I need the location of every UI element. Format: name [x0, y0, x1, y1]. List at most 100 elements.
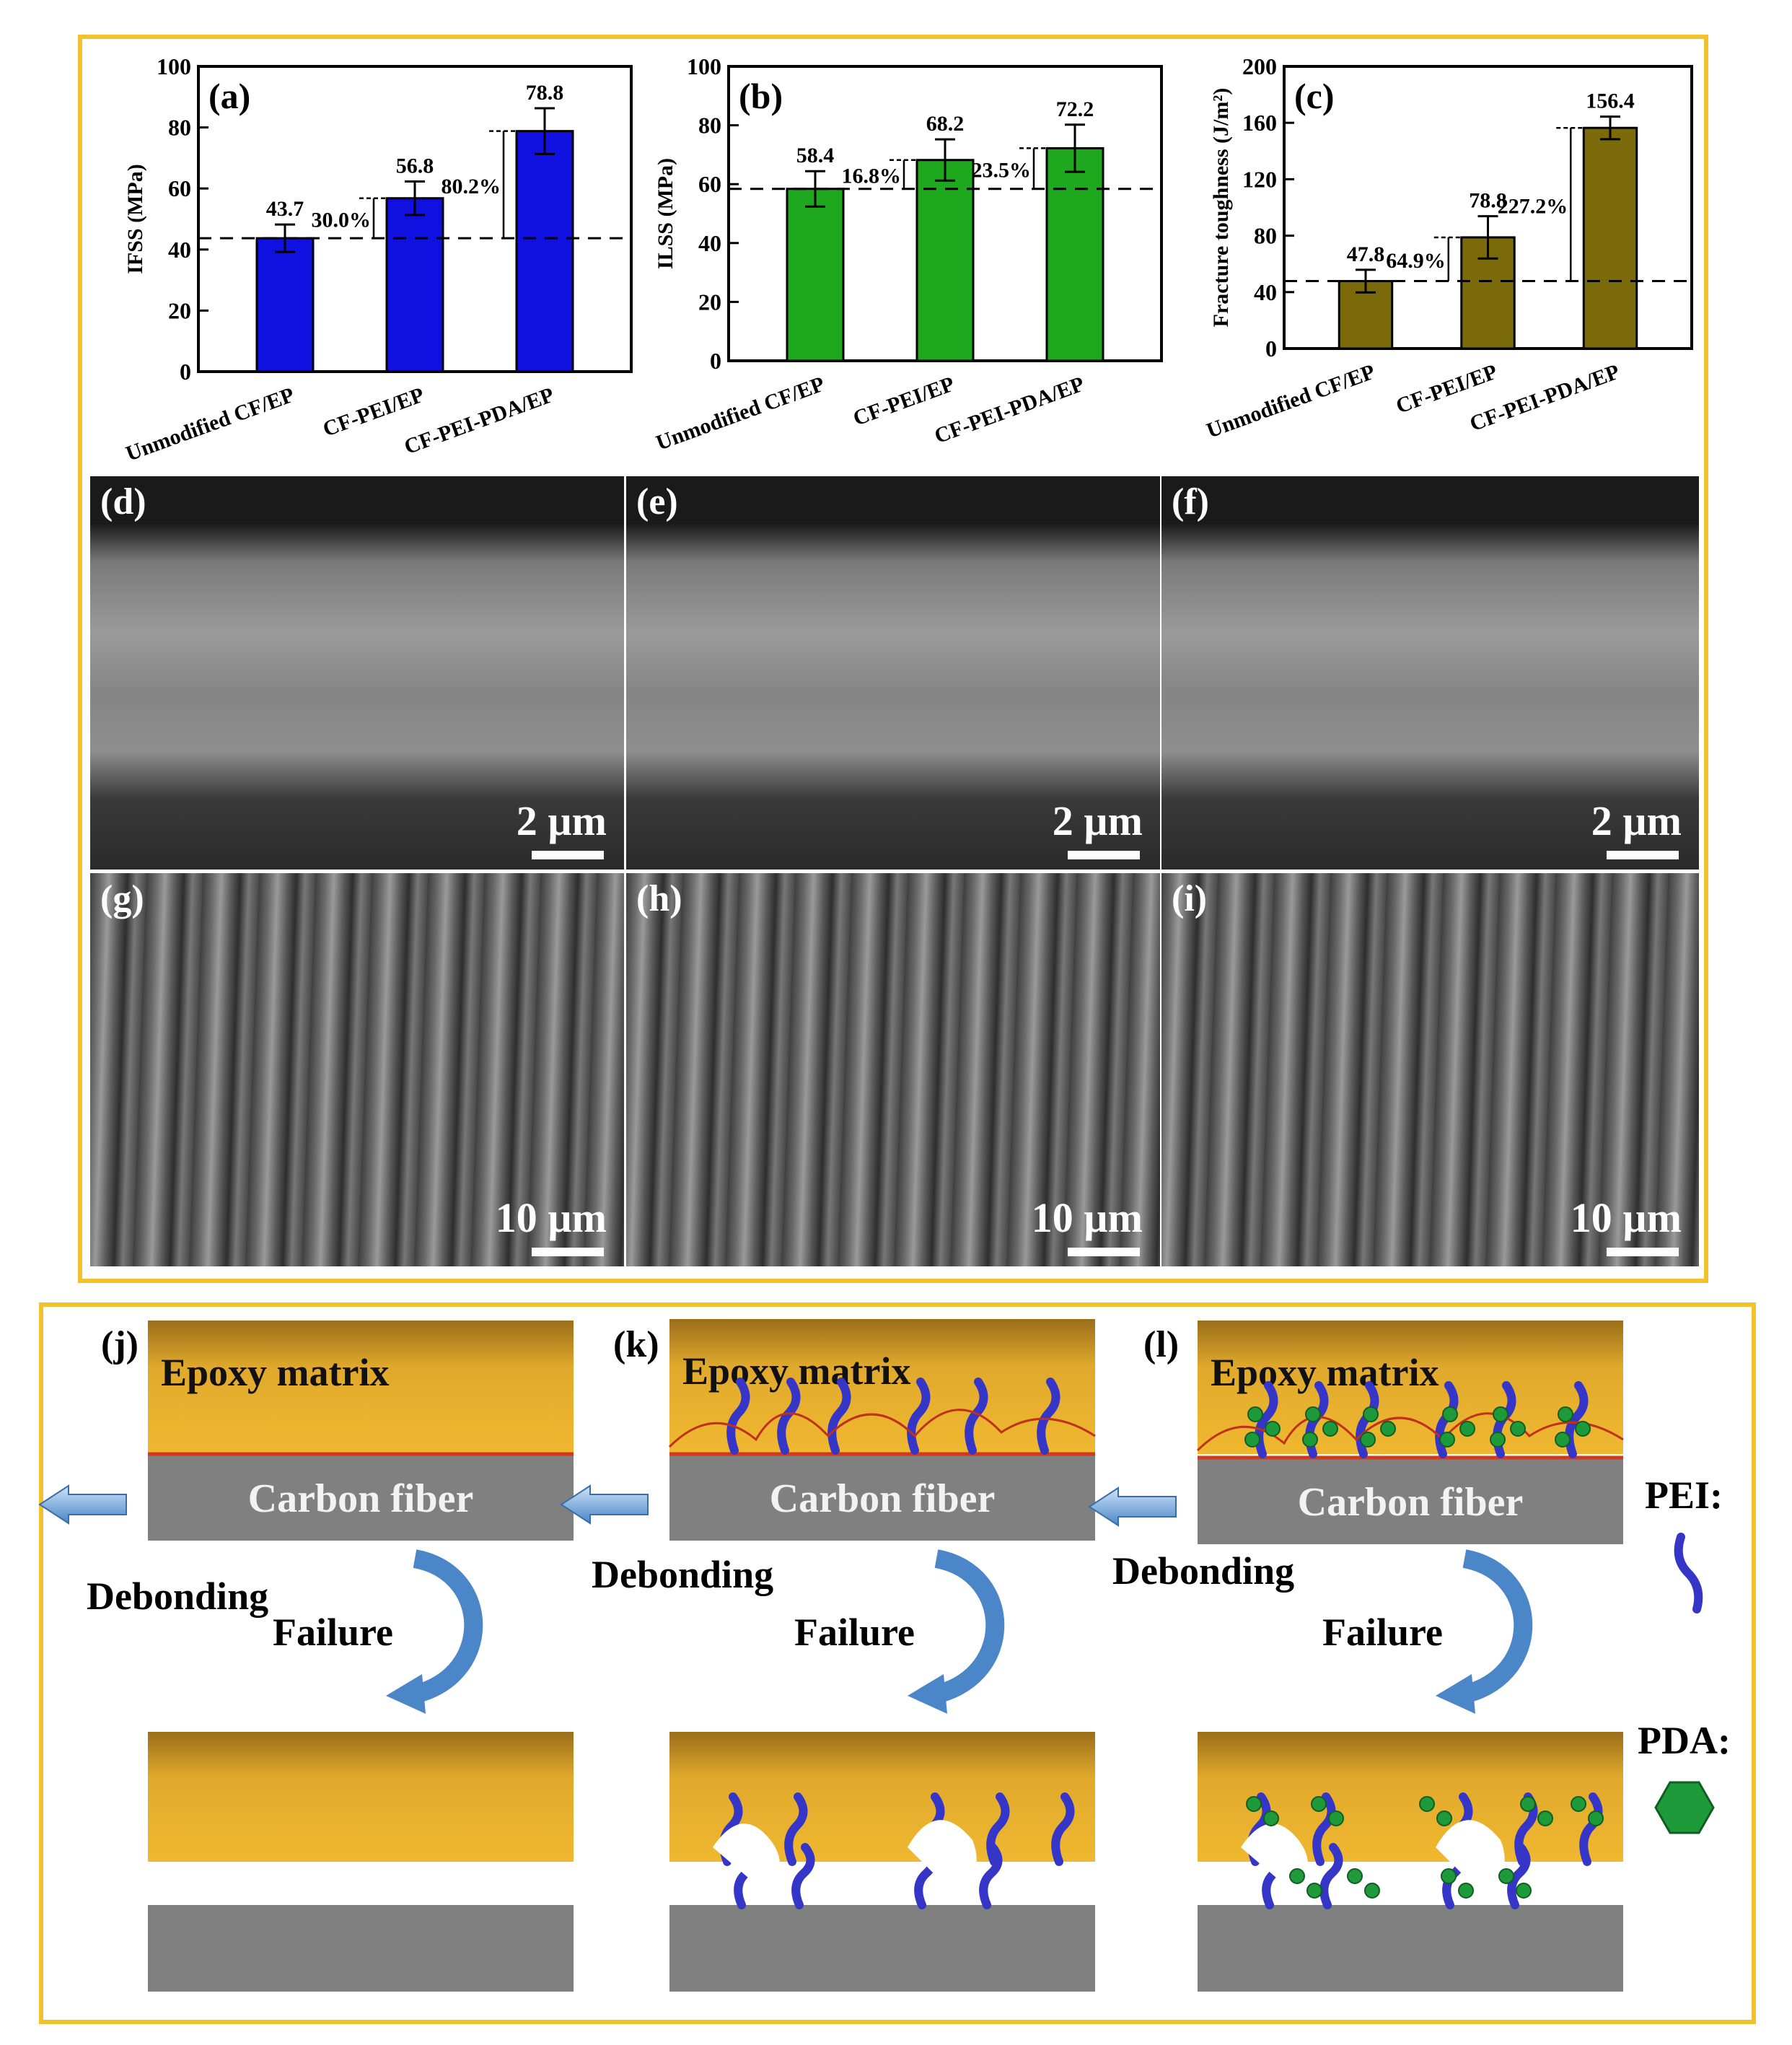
debonding-label: Debonding	[592, 1553, 773, 1596]
y-tick-label: 160	[1242, 110, 1277, 136]
pei-chain	[1051, 1792, 1075, 1866]
y-tick-label: 120	[1242, 166, 1277, 192]
schematic-legend: PEI: PDA:	[1638, 1473, 1731, 1834]
increase-label: 30.0%	[312, 208, 372, 232]
sem-panel-label: (i)	[1172, 878, 1208, 919]
pda-particle	[1363, 1406, 1379, 1422]
pda-particle	[1263, 1810, 1279, 1826]
panel-label: (k)	[613, 1324, 659, 1365]
pei-chain	[726, 1378, 750, 1455]
debonding-label: Debonding	[87, 1575, 268, 1618]
bar	[385, 197, 444, 373]
failure-arrow-head	[908, 1674, 947, 1714]
scale-bar-label: 2 µm	[1052, 797, 1143, 844]
pda-particle	[1520, 1796, 1536, 1812]
y-tick-label: 60	[698, 171, 721, 197]
bar	[1045, 146, 1104, 362]
sem-panel-h: (h) 10 µm	[626, 873, 1160, 1266]
legend-pda-icon	[1654, 1781, 1715, 1834]
pda-particle	[1311, 1796, 1327, 1812]
sem-panel-label: (f)	[1172, 481, 1209, 522]
pda-particle	[1555, 1432, 1571, 1448]
increase-label: 80.2%	[442, 175, 501, 198]
scale-bar-label: 2 µm	[1591, 797, 1682, 844]
bar-value-label: 58.4	[796, 144, 835, 167]
scale-bar	[1068, 1248, 1140, 1256]
y-tick-label: 80	[698, 113, 721, 139]
pei-chain	[827, 1378, 851, 1455]
bar-value-label: 43.7	[266, 197, 304, 221]
pda-particle	[1459, 1421, 1475, 1437]
y-tick-label: 20	[168, 297, 191, 323]
debonding-arrow	[1088, 1486, 1177, 1527]
pda-particle	[1439, 1432, 1455, 1448]
debonding-arrow	[560, 1484, 649, 1525]
pei-chain	[1579, 1792, 1603, 1866]
failure-arrow	[405, 1549, 483, 1705]
panel-label: (l)	[1143, 1324, 1179, 1365]
failure-arrow	[1455, 1549, 1533, 1705]
increase-label: 16.8%	[842, 165, 902, 188]
pei-chain	[1319, 1843, 1343, 1909]
scale-bar-label: 10 µm	[495, 1194, 607, 1241]
pda-particle	[1380, 1421, 1396, 1437]
pda-particle	[1302, 1432, 1318, 1448]
pda-particle	[1306, 1883, 1322, 1899]
pda-particle	[1575, 1421, 1591, 1437]
failure-arrow-head	[386, 1674, 426, 1714]
y-tick-label: 80	[168, 115, 191, 141]
bar-value-label: 156.4	[1586, 89, 1635, 113]
failure-arrow-head	[1436, 1674, 1475, 1714]
carbon-fiber-label: Carbon fiber	[248, 1476, 474, 1521]
schematic-column-0: (j) Epoxy matrix Carbon fiber DebondingFail…	[38, 1321, 574, 1992]
carbon-fiber-block	[148, 1454, 574, 1541]
pda-particle	[1419, 1796, 1435, 1812]
pda-particle	[1537, 1810, 1553, 1826]
failure-label: Failure	[1322, 1611, 1443, 1654]
panel-label: (j)	[101, 1324, 139, 1365]
sem-panel-label: (d)	[100, 481, 146, 522]
void-region	[908, 1820, 977, 1891]
pda-particle	[1322, 1421, 1338, 1437]
polymer-outline	[668, 1409, 1096, 1448]
panel-label: (b)	[739, 76, 783, 116]
sem-panel-f: (f) 2 µm	[1161, 476, 1699, 870]
pda-particle	[1289, 1868, 1305, 1884]
bar-value-label: 47.8	[1347, 242, 1385, 266]
pei-chain	[1037, 1378, 1060, 1455]
panel-label: (c)	[1294, 76, 1335, 116]
y-tick-label: 40	[698, 230, 721, 256]
pda-particle	[1498, 1868, 1514, 1884]
carbon-fiber-block	[1198, 1458, 1623, 1544]
scale-bar	[1607, 851, 1679, 859]
debonding-label: Debonding	[1112, 1549, 1294, 1593]
sem-panel-label: (g)	[100, 878, 144, 919]
failed-fiber-block	[669, 1905, 1095, 1992]
y-tick-label: 60	[168, 175, 191, 201]
pei-chain	[1312, 1792, 1336, 1866]
pda-particle	[1364, 1883, 1380, 1899]
epoxy-block	[148, 1321, 574, 1454]
pei-chain	[907, 1378, 931, 1455]
bar	[786, 188, 845, 362]
sem-panel-e: (e) 2 µm	[626, 476, 1160, 870]
sem-panel-label: (e)	[636, 481, 678, 522]
y-tick-label: 100	[157, 53, 191, 79]
panel-label: (a)	[208, 76, 250, 116]
pei-chain	[979, 1843, 1003, 1909]
carbon-fiber-label: Carbon fiber	[770, 1476, 996, 1521]
pda-particle	[1247, 1406, 1263, 1422]
pda-particle	[1328, 1810, 1344, 1826]
pda-particle	[1490, 1432, 1506, 1448]
scale-bar	[532, 851, 604, 859]
carbon-fiber-label: Carbon fiber	[1298, 1480, 1524, 1525]
pda-particle	[1442, 1406, 1458, 1422]
pda-particle	[1493, 1406, 1508, 1422]
epoxy-label: Epoxy matrix	[1211, 1351, 1439, 1394]
sem-panel-d: (d) 2 µm	[90, 476, 624, 870]
scale-bar	[532, 1248, 604, 1256]
failure-label: Failure	[273, 1611, 393, 1654]
